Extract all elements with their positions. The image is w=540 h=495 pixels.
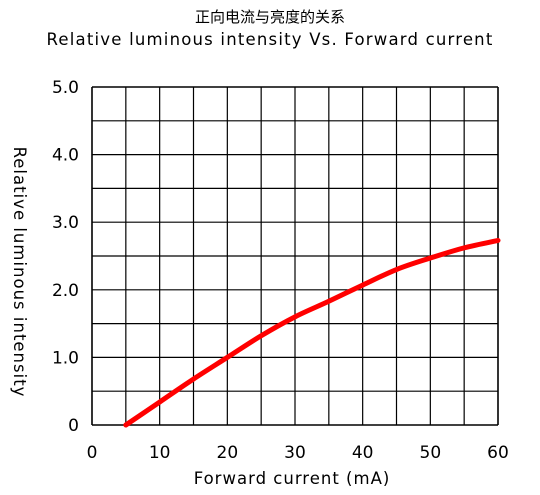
x-axis-label: Forward current (mA) <box>194 469 391 488</box>
x-tick-label: 60 <box>487 443 509 463</box>
y-axis-label: Relative luminous intensity <box>10 147 29 398</box>
y-tick-label: 2.0 <box>52 281 79 301</box>
x-tick-label: 30 <box>284 443 306 463</box>
x-tick-label: 10 <box>149 443 171 463</box>
y-tick-label: 4.0 <box>52 146 79 166</box>
chart-subtitle: Relative luminous intensity Vs. Forward … <box>46 30 494 49</box>
y-tick-label: 0 <box>68 416 79 436</box>
y-tick-labels: 0 1.0 2.0 3.0 4.0 5.0 <box>52 78 79 436</box>
x-tick-label: 50 <box>420 443 442 463</box>
chart-title: 正向电流与亮度的关系 <box>194 8 345 26</box>
y-tick-label: 3.0 <box>52 213 79 233</box>
y-tick-label: 5.0 <box>52 78 79 98</box>
y-tick-label: 1.0 <box>52 348 79 368</box>
x-tick-label: 20 <box>217 443 239 463</box>
x-tick-label: 0 <box>87 443 98 463</box>
series-line <box>123 237 501 428</box>
x-tick-label: 40 <box>352 443 374 463</box>
x-tick-labels: 0 10 20 30 40 50 60 <box>87 443 509 463</box>
